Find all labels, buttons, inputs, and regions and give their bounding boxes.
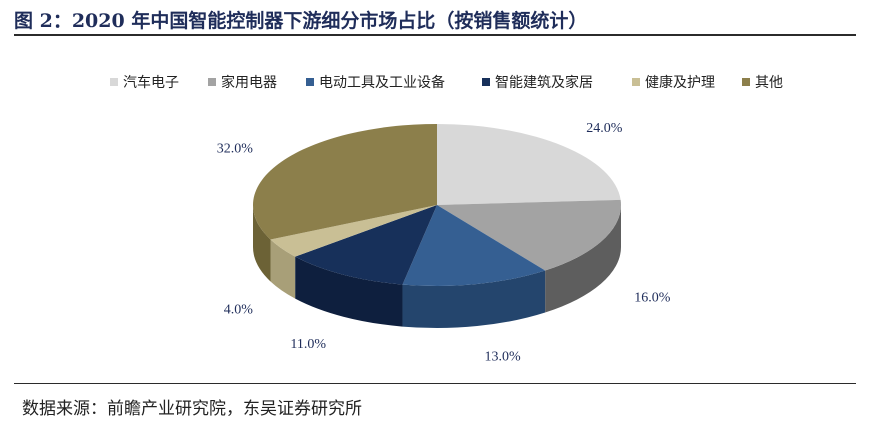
slice-3 [402,205,546,286]
slice-2 [437,199,621,271]
slice-1 [437,124,621,205]
legend-label-5: 健康及护理 [645,74,715,91]
data-label-3: 13.0% [485,349,522,364]
source-note: 数据来源：前瞻产业研究院，东吴证券研究所 [22,399,362,419]
legend-label-6: 其他 [755,75,783,91]
bottom-rule [14,383,856,384]
pie-chart: 汽车电子 家用电器 电动工具及工业设备 智能建筑及家居 健康及护理 其他 24.0% 16.… [110,74,783,364]
legend-label-1: 汽车电子 [123,74,179,91]
slice-side-6 [253,205,271,282]
data-labels: 24.0% 16.0% 13.0% 11.0% 4.0% 32.0% [217,121,671,364]
slice-side-4 [295,256,403,327]
data-label-4: 11.0% [290,337,326,352]
top-rule [14,34,856,36]
legend: 汽车电子 家用电器 电动工具及工业设备 智能建筑及家居 健康及护理 其他 [110,74,783,91]
pie-slices [252,124,621,328]
legend-label-3: 电动工具及工业设备 [319,74,445,91]
legend-label-2: 家用电器 [221,74,277,91]
slice-side-3 [402,270,546,328]
data-label-5: 4.0% [224,302,254,317]
slice-side-5 [270,239,296,299]
legend-swatch-3 [306,78,314,86]
slice-side-2 [545,205,621,313]
data-label-6: 32.0% [217,142,254,157]
legend-swatch-6 [742,78,750,86]
legend-swatch-5 [632,78,640,86]
slice-6 [252,124,437,240]
slice-4 [295,205,437,285]
figure-title: 图 2：2020 年中国智能控制器下游细分市场占比（按销售额统计） [14,10,588,32]
slice-5 [270,205,437,257]
legend-swatch-2 [208,78,216,86]
data-label-1: 24.0% [586,121,623,136]
legend-label-4: 智能建筑及家居 [495,74,593,91]
legend-swatch-4 [482,78,490,86]
legend-swatch-1 [110,78,118,86]
data-label-2: 16.0% [634,291,671,306]
